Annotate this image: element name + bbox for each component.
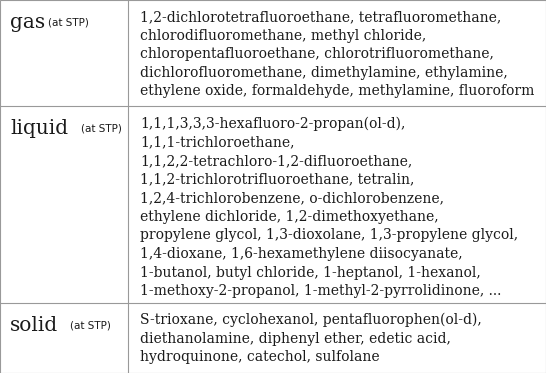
Text: (at STP): (at STP) (81, 124, 122, 134)
Text: (at STP): (at STP) (48, 18, 89, 28)
Text: gas: gas (10, 13, 45, 32)
Text: (at STP): (at STP) (70, 320, 111, 330)
Text: 1,2-dichlorotetrafluoroethane, tetrafluoromethane,
chlorodifluoromethane, methyl: 1,2-dichlorotetrafluoroethane, tetrafluo… (140, 10, 535, 98)
Text: S-trioxane, cyclohexanol, pentafluorophen(ol-d),
diethanolamine, diphenyl ether,: S-trioxane, cyclohexanol, pentafluorophe… (140, 313, 482, 364)
Text: liquid: liquid (10, 119, 68, 138)
Text: solid: solid (10, 316, 58, 335)
Text: 1,1,1,3,3,3-hexafluoro-2-propan(ol-d),
1,1,1-trichloroethane,
1,1,2,2-tetrachlor: 1,1,1,3,3,3-hexafluoro-2-propan(ol-d), 1… (140, 116, 519, 298)
